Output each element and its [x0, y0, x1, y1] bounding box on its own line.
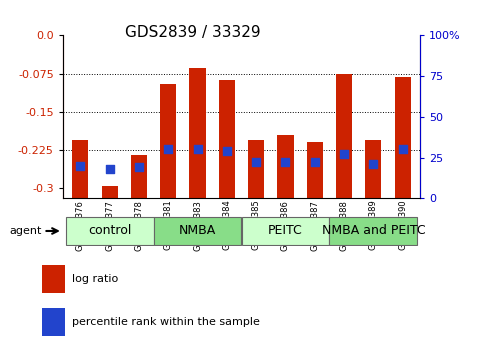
- Text: GDS2839 / 33329: GDS2839 / 33329: [126, 25, 261, 40]
- Bar: [101, 185, 118, 198]
- Point: [194, 147, 201, 152]
- Text: log ratio: log ratio: [72, 274, 118, 284]
- Bar: [66, 217, 154, 245]
- Point: [164, 147, 172, 152]
- Point: [282, 160, 289, 165]
- Bar: [365, 140, 382, 198]
- Point: [76, 163, 84, 169]
- Point: [135, 165, 143, 170]
- Point: [369, 161, 377, 167]
- Bar: [189, 68, 206, 198]
- Bar: [131, 155, 147, 198]
- Point: [223, 148, 231, 154]
- Bar: [242, 217, 329, 245]
- Bar: [248, 140, 264, 198]
- Text: NMBA: NMBA: [179, 224, 216, 238]
- Bar: [42, 308, 66, 336]
- Point: [252, 160, 260, 165]
- Text: control: control: [88, 224, 131, 238]
- Point: [399, 147, 407, 152]
- Point: [311, 160, 319, 165]
- Bar: [72, 140, 88, 198]
- Bar: [329, 217, 417, 245]
- Point: [340, 152, 348, 157]
- Point: [106, 166, 114, 172]
- Bar: [307, 142, 323, 198]
- Bar: [277, 135, 294, 198]
- Text: PEITC: PEITC: [268, 224, 303, 238]
- Text: agent: agent: [10, 226, 42, 236]
- Bar: [395, 77, 411, 198]
- Bar: [219, 80, 235, 198]
- Bar: [160, 84, 176, 198]
- Bar: [154, 217, 242, 245]
- Text: NMBA and PEITC: NMBA and PEITC: [322, 224, 425, 238]
- Bar: [42, 265, 66, 292]
- Bar: [336, 74, 352, 198]
- Text: percentile rank within the sample: percentile rank within the sample: [72, 317, 260, 327]
